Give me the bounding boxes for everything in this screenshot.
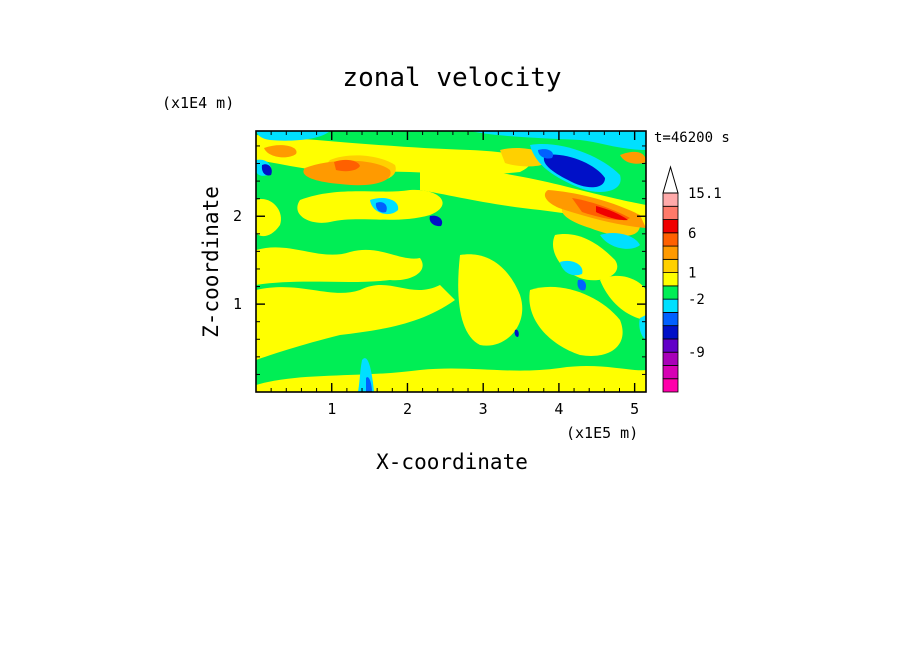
contour-region-navy (514, 329, 519, 337)
colorbar-swatch (662, 272, 679, 287)
colorbar-arrow (662, 165, 679, 194)
contour-region-blue (366, 377, 372, 392)
x-tick-label: 1 (327, 400, 336, 418)
colorbar-swatch (662, 378, 679, 393)
contour-region-blue (375, 202, 387, 213)
colorbar-swatch (662, 351, 679, 366)
contour-field (256, 131, 646, 392)
y-tick-label: 2 (233, 207, 242, 225)
colorbar-swatch (662, 285, 679, 300)
colorbar-swatch (662, 219, 679, 234)
contour-region-yellow (600, 275, 646, 320)
contour-region-red (596, 206, 628, 221)
colorbar-label: -9 (688, 345, 705, 361)
colorbar-swatch (662, 365, 679, 380)
contour-region-navy (261, 164, 272, 176)
contour-region-yellow (529, 286, 623, 356)
contour-region-blue (538, 149, 554, 159)
contour-region-cyan (600, 233, 640, 249)
colorbar-swatch (662, 232, 679, 247)
contour-region-cyan (256, 131, 330, 141)
contour-region-cyan (470, 131, 646, 150)
contour-region-navy (543, 154, 605, 188)
colorbar-swatch (662, 192, 679, 207)
contour-region-dark_orange (334, 159, 360, 172)
contour-region-yellow (256, 247, 423, 285)
x-tick-label: 2 (403, 400, 412, 418)
colorbar-label: 6 (688, 226, 696, 242)
x-axis-ticks: 1 2 3 4 5 (270, 131, 639, 418)
x-axis-label: X-coordinate (376, 450, 528, 474)
time-label: t=46200 s (654, 130, 730, 146)
y-tick-label: 1 (233, 295, 242, 313)
contour-region-blue (577, 279, 587, 291)
colorbar-swatch (662, 311, 679, 327)
colorbar-swatch (662, 298, 679, 313)
colorbar-swatch (662, 258, 679, 274)
contour-region-yellow (256, 366, 646, 392)
contour-region-yellow (256, 285, 455, 360)
contour-region-orange (620, 151, 646, 164)
y-unit-label: (x1E4 m) (162, 94, 234, 112)
colorbar: -9 -2 1 6 15.1 (662, 165, 722, 393)
contour-region-yellow (297, 189, 443, 223)
x-tick-label: 4 (554, 400, 563, 418)
y-axis-ticks: 12 (233, 145, 646, 375)
contour-region-navy (429, 215, 443, 227)
plot-frame (255, 130, 647, 393)
colorbar-swatch (662, 338, 679, 353)
colorbar-swatch (662, 245, 679, 260)
x-tick-label: 3 (479, 400, 488, 418)
contour-region-orange (264, 145, 297, 158)
contour-region-yellow (458, 254, 523, 346)
colorbar-swatch (662, 325, 679, 340)
colorbar-label: 15.1 (688, 186, 722, 202)
colorbar-swatch (662, 205, 679, 220)
chart-title: zonal velocity (342, 63, 561, 93)
contour-region-yellow (256, 199, 281, 237)
colorbar-label: 1 (688, 266, 696, 282)
colorbar-label: -2 (688, 292, 705, 308)
x-tick-label: 5 (630, 400, 639, 418)
x-unit-label: (x1E5 m) (566, 424, 638, 442)
y-axis-label: Z-coordinate (199, 186, 223, 338)
contour-region-orange (303, 160, 391, 186)
contour-region-cyan (560, 260, 583, 276)
